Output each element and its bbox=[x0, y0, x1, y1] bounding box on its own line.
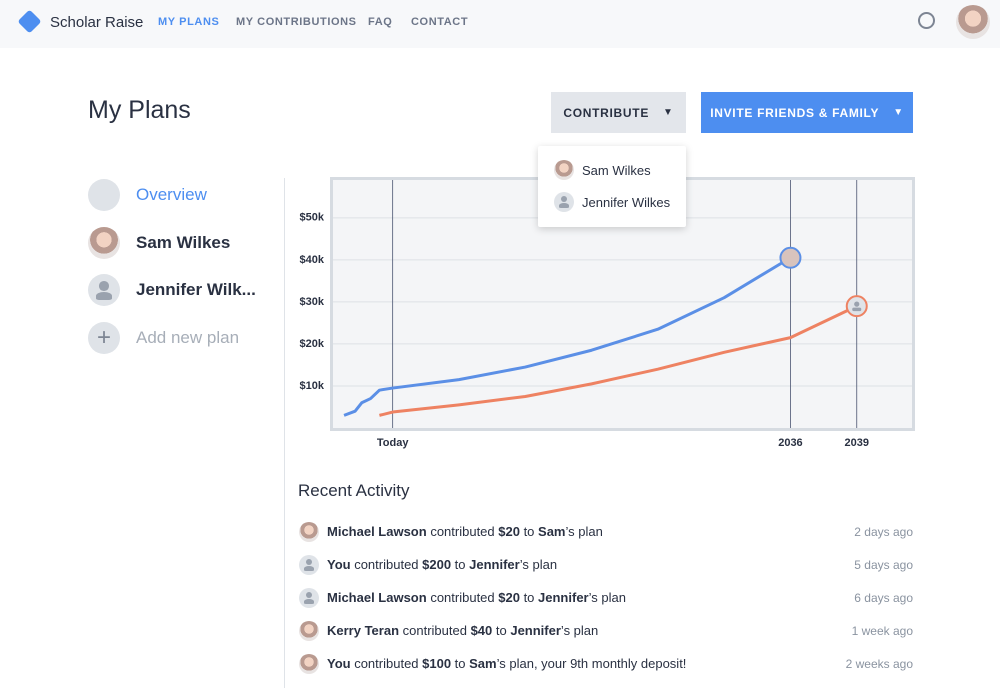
text-part: You bbox=[327, 557, 351, 572]
section-title: Recent Activity bbox=[298, 481, 410, 500]
text-part: contributed bbox=[426, 524, 499, 539]
sidebar-item[interactable]: Jennifer Wilk... bbox=[136, 280, 256, 300]
text-part: to bbox=[519, 590, 539, 605]
nav-link[interactable]: MY PLANS bbox=[158, 16, 220, 28]
text-part: ’s plan bbox=[588, 590, 626, 605]
avatar bbox=[88, 226, 120, 259]
text-part: to bbox=[492, 623, 511, 638]
line-series bbox=[379, 304, 858, 417]
text-part: ’s plan bbox=[565, 524, 603, 539]
text-part: to bbox=[451, 557, 470, 572]
search-icon[interactable] bbox=[918, 12, 935, 29]
text-part: to bbox=[451, 656, 470, 671]
dropdown-item[interactable]: Sam Wilkes bbox=[582, 163, 651, 178]
avatar bbox=[299, 654, 319, 674]
text-part: to bbox=[519, 524, 539, 539]
activity-time: 6 days ago bbox=[854, 591, 913, 605]
y-tick-label: $40k bbox=[300, 254, 325, 266]
y-tick-label: $30k bbox=[300, 296, 325, 308]
nav-bar: Scholar Raise MY PLANS MY CONTRIBUTIONS FA… bbox=[0, 0, 1000, 48]
caret: ▼ bbox=[663, 107, 674, 118]
text-part: $40 bbox=[470, 623, 493, 638]
text-part: ’s plan bbox=[560, 623, 599, 638]
activity-time: 1 week ago bbox=[851, 624, 913, 638]
text-part: Jennifer bbox=[510, 623, 561, 638]
dropdown: Sam Wilkes Jennifer Wilkes bbox=[538, 146, 686, 227]
activity-time: 2 weeks ago bbox=[845, 657, 913, 671]
brand[interactable]: Scholar Raise bbox=[50, 14, 144, 31]
y-tick-label: $50k bbox=[300, 212, 325, 224]
avatar bbox=[299, 621, 319, 641]
text-part: contributed bbox=[426, 590, 499, 605]
sidebar-item[interactable]: Add new plan bbox=[136, 328, 240, 348]
activity-time: 2 days ago bbox=[854, 525, 913, 539]
nav-link[interactable]: CONTACT bbox=[411, 16, 469, 28]
activity-text: You contributed $100 to Sam’s plan, your… bbox=[327, 656, 686, 671]
text-part: Michael Lawson bbox=[327, 524, 427, 539]
line-series bbox=[343, 256, 792, 417]
x-tick-label: 2039 bbox=[845, 437, 869, 449]
text-part: $20 bbox=[498, 590, 520, 605]
text-part: Sam bbox=[469, 656, 497, 671]
text-part: Jennifer bbox=[538, 590, 589, 605]
nav-link[interactable]: MY CONTRIBUTIONS bbox=[236, 16, 357, 28]
activity-text: Kerry Teran contributed $40 to Jennifer’… bbox=[327, 623, 598, 638]
text-part: contributed bbox=[399, 623, 471, 638]
icon bbox=[852, 307, 862, 312]
nav-link[interactable]: FAQ bbox=[368, 16, 393, 28]
activity-text: You contributed $200 to Jennifer’s plan bbox=[327, 557, 557, 572]
y-tick-label: $10k bbox=[300, 380, 325, 392]
user-avatar[interactable] bbox=[956, 5, 990, 39]
button-label: INVITE FRIENDS & FAMILY bbox=[710, 105, 880, 120]
avatar bbox=[88, 322, 120, 355]
avatar bbox=[299, 555, 319, 575]
sidebar-item[interactable]: Sam Wilkes bbox=[136, 232, 231, 252]
end-marker bbox=[779, 246, 802, 269]
button-label: CONTRIBUTE bbox=[563, 105, 650, 120]
caret: ▼ bbox=[893, 107, 904, 118]
text-part: contributed bbox=[350, 557, 423, 572]
text-part: $20 bbox=[498, 524, 520, 539]
contribute-button[interactable]: CONTRIBUTE ▼ bbox=[551, 92, 686, 133]
icon bbox=[854, 301, 860, 307]
activity-text: Michael Lawson contributed $20 to Sam’s … bbox=[327, 524, 603, 539]
text-part: Jennifer bbox=[469, 557, 520, 572]
activity-time: 5 days ago bbox=[854, 558, 913, 572]
text-part: ’s plan bbox=[519, 557, 558, 572]
x-tick-label: Today bbox=[377, 437, 409, 449]
text-part: contributed bbox=[350, 656, 423, 671]
text-part: You bbox=[327, 656, 351, 671]
x-tick-label: 2036 bbox=[778, 437, 802, 449]
divider bbox=[284, 178, 285, 688]
activity-text: Michael Lawson contributed $20 to Jennif… bbox=[327, 590, 626, 605]
text-part: $200 bbox=[422, 557, 452, 572]
text-part: Kerry Teran bbox=[327, 623, 400, 638]
dropdown-item[interactable]: Jennifer Wilkes bbox=[582, 195, 671, 210]
avatar bbox=[88, 179, 120, 211]
avatar bbox=[554, 192, 574, 212]
avatar bbox=[299, 588, 319, 608]
text-part: Sam bbox=[538, 524, 566, 539]
avatar bbox=[299, 522, 319, 542]
avatar bbox=[88, 274, 120, 307]
text-part: ’s plan, your 9th monthly deposit! bbox=[496, 656, 687, 671]
invite-button[interactable]: INVITE FRIENDS & FAMILY ▼ bbox=[701, 92, 913, 133]
page-title: My Plans bbox=[88, 96, 191, 124]
y-tick-label: $20k bbox=[300, 338, 325, 350]
text-part: Michael Lawson bbox=[327, 590, 427, 605]
text-part: $100 bbox=[422, 656, 452, 671]
avatar bbox=[554, 160, 574, 180]
sidebar-item[interactable]: Overview bbox=[136, 185, 207, 204]
